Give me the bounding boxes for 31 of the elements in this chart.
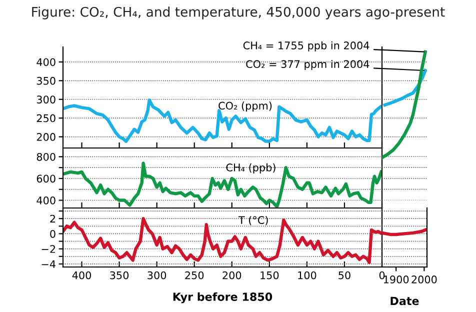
- y-tick-label: 200: [36, 133, 56, 141]
- y-tick-label: 300: [36, 96, 56, 104]
- annotation: CO₂ = 377 ppm in 2004: [246, 60, 370, 70]
- annotation: T (°C): [238, 216, 268, 226]
- y-tick-label: −4: [42, 260, 56, 268]
- x-tick-label: 0: [379, 271, 385, 280]
- x-tick-label: 2000: [412, 276, 437, 284]
- x-tick-label: 300: [148, 271, 166, 280]
- x-axis-title: Date: [390, 296, 419, 306]
- y-tick-label: 250: [36, 114, 56, 122]
- x-tick-label: 350: [110, 271, 129, 280]
- x-tick-label: 250: [185, 271, 204, 280]
- x-axis-title: Kyr before 1850: [173, 292, 272, 304]
- y-tick-label: 400: [36, 58, 56, 66]
- y-tick-label: 0: [50, 230, 56, 238]
- y-tick-label: 2: [50, 214, 56, 223]
- y-tick-label: 400: [36, 196, 56, 204]
- annotation: CH₄ = 1755 ppb in 2004: [243, 41, 370, 52]
- x-tick-label: 50: [338, 271, 350, 280]
- y-tick-label: −2: [42, 245, 56, 253]
- x-tick-label: 150: [260, 271, 279, 280]
- x-tick-label: 400: [72, 271, 92, 280]
- y-tick-label: 800: [36, 152, 56, 161]
- annotation: CH₄ (ppb): [226, 163, 276, 174]
- y-tick-label: 600: [36, 174, 56, 183]
- x-tick-label: 100: [298, 271, 316, 280]
- x-tick-label: 1900: [384, 276, 409, 284]
- annotation: CO₂ (ppm): [218, 102, 272, 112]
- chart-title: Figure: CO₂, CH₄, and temperature, 450,000 years ago-present: [32, 6, 445, 20]
- x-tick-label: 200: [222, 271, 242, 280]
- y-tick-label: 350: [36, 76, 56, 85]
